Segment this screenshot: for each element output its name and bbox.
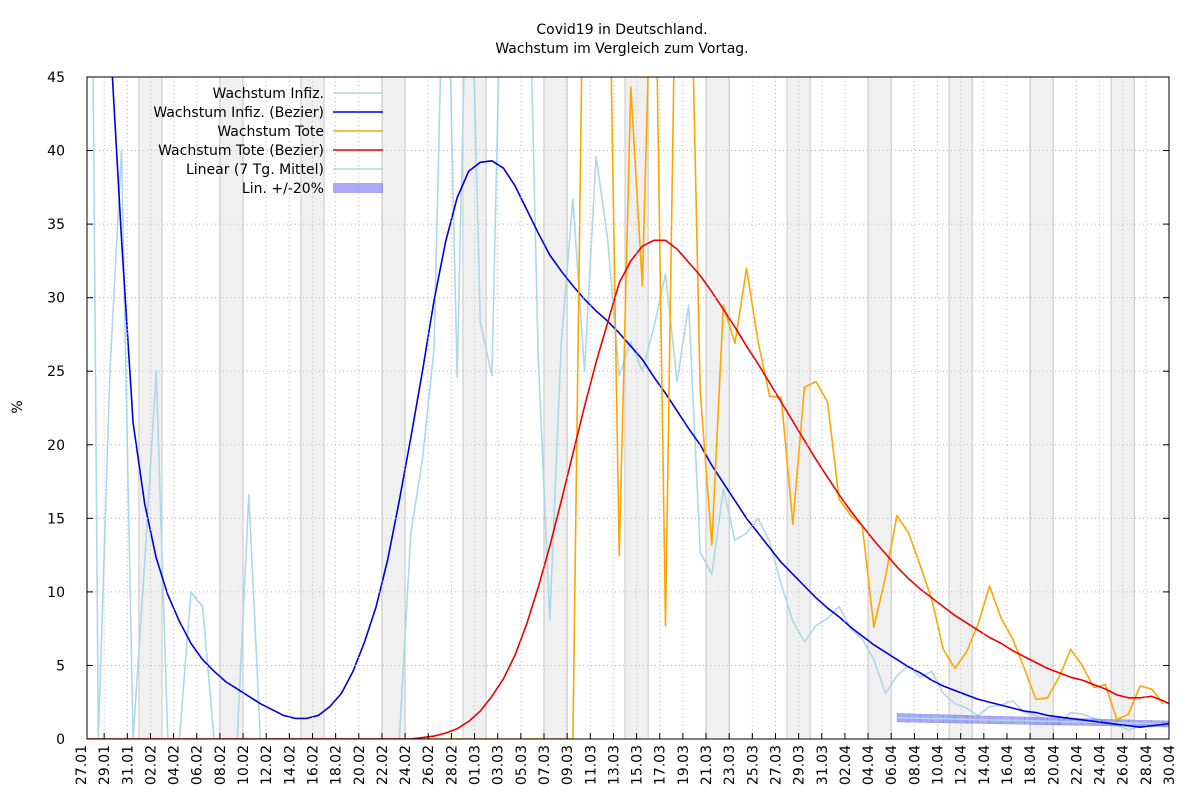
x-tick-label: 05.03 [514, 745, 530, 785]
x-tick-label: 15.03 [630, 745, 646, 785]
x-tick-label: 26.04 [1116, 745, 1132, 785]
x-tick-label: 28.04 [1139, 745, 1155, 785]
x-tick-label: 18.02 [329, 745, 345, 785]
plot-frame [86, 76, 1170, 740]
x-tick-label: 11.03 [583, 745, 599, 785]
y-axis-label: % [10, 400, 26, 413]
x-tick-label: 22.04 [1069, 745, 1085, 785]
x-tick-label: 17.03 [653, 745, 669, 785]
x-tick-label: 27.03 [768, 745, 784, 785]
legend-label: Linear (7 Tg. Mittel) [186, 162, 324, 178]
weekend-band [706, 77, 730, 739]
legend-label: Wachstum Infiz. (Bezier) [153, 105, 324, 121]
weekend-band [462, 77, 487, 739]
x-tick-label: 27.01 [74, 745, 90, 785]
x-tick-label: 20.04 [1046, 745, 1062, 785]
x-tick-label: 02.02 [143, 745, 159, 785]
y-tick-label: 0 [56, 732, 65, 748]
legend-label: Wachstum Tote (Bezier) [158, 143, 324, 159]
weekend-band [381, 77, 406, 739]
weekend-band [138, 77, 163, 739]
x-tick-label: 07.03 [537, 745, 553, 785]
x-tick-label: 29.01 [97, 745, 113, 785]
x-tick-label: 16.04 [1000, 745, 1016, 785]
x-tick-label: 08.04 [907, 745, 923, 785]
x-tick-label: 13.03 [606, 745, 622, 785]
x-tick-label: 14.04 [977, 745, 993, 785]
series-line [896, 716, 1169, 725]
weekend-band [1030, 77, 1054, 739]
x-tick-label: 04.02 [167, 745, 183, 785]
y-tick-label: 45 [47, 70, 65, 86]
x-tick-label: 31.01 [120, 745, 136, 785]
x-tick-label: 23.03 [722, 745, 738, 785]
x-tick-label: 08.02 [213, 745, 229, 785]
legend-label: Wachstum Tote [217, 124, 324, 140]
x-tick-label: 26.02 [421, 745, 437, 785]
x-tick-label: 10.02 [236, 745, 252, 785]
legend-label: Wachstum Infiz. [213, 86, 324, 102]
x-tick-label: 20.02 [352, 745, 368, 785]
x-tick-label: 09.03 [560, 745, 576, 785]
x-tick-label: 29.03 [792, 745, 808, 785]
legend-label: Lin. +/-20% [242, 181, 324, 197]
weekend-band [219, 77, 244, 739]
x-tick-label: 21.03 [699, 745, 715, 785]
chart-subtitle: Wachstum im Vergleich zum Vortag. [495, 41, 748, 57]
x-tick-label: 04.04 [861, 745, 877, 785]
x-tick-label: 12.02 [259, 745, 275, 785]
series-line [87, 239, 1169, 739]
x-tick-label: 24.04 [1093, 745, 1109, 785]
x-tick-label: 02.04 [838, 745, 854, 785]
weekend-band [868, 77, 892, 739]
x-tick-label: 28.02 [444, 745, 460, 785]
y-tick-label: 30 [47, 291, 65, 307]
y-tick-label: 25 [47, 364, 65, 380]
x-tick-label: 31.03 [815, 745, 831, 785]
x-tick-label: 18.04 [1023, 745, 1039, 785]
x-tick-label: 10.04 [931, 745, 947, 785]
weekend-band [625, 77, 649, 739]
x-tick-label: 01.03 [468, 745, 484, 785]
y-tick-label: 15 [47, 511, 65, 527]
plot-area [87, 77, 1169, 739]
series-line [111, 77, 1169, 729]
x-tick-label: 22.02 [375, 745, 391, 785]
x-tick-label: 30.04 [1162, 745, 1178, 785]
series-line [92, 77, 1169, 739]
y-tick-label: 35 [47, 217, 65, 233]
weekend-band [1111, 77, 1135, 739]
legend-swatch [333, 183, 383, 193]
weekend-band [543, 77, 568, 739]
x-tick-label: 25.03 [745, 745, 761, 785]
weekend-band [300, 77, 325, 739]
y-tick-label: 20 [47, 438, 65, 454]
x-tick-label: 16.02 [305, 745, 321, 785]
y-tick-label: 5 [56, 658, 65, 674]
x-tick-label: 06.04 [884, 745, 900, 785]
x-tick-label: 06.02 [190, 745, 206, 785]
x-tick-label: 12.04 [954, 745, 970, 785]
x-tick-label: 14.02 [282, 745, 298, 785]
y-tick-label: 40 [47, 144, 65, 160]
chart-title: Covid19 in Deutschland. [536, 22, 707, 38]
x-tick-label: 03.03 [491, 745, 507, 785]
y-tick-label: 10 [47, 585, 65, 601]
x-tick-label: 19.03 [676, 745, 692, 785]
weekend-band [949, 77, 973, 739]
x-tick-label: 24.02 [398, 745, 414, 785]
